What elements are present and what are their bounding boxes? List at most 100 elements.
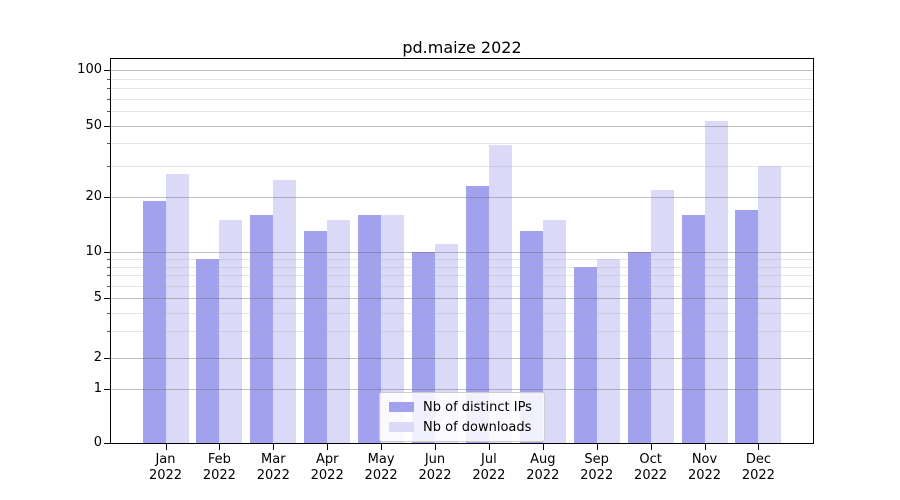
bar-downloads-jul xyxy=(488,145,512,443)
y-axis-tick-label: 10 xyxy=(85,243,102,259)
y-major-tick xyxy=(104,126,110,127)
bar-distinct-ips-nov xyxy=(681,214,705,443)
minor-gridline xyxy=(110,88,813,89)
x-tick-year: 2022 xyxy=(687,467,722,483)
bar-distinct-ips-sep xyxy=(573,266,597,443)
x-tick-month: Feb xyxy=(207,452,231,467)
x-tick-month: Jul xyxy=(481,452,497,467)
x-axis-tick-label: Feb 2022 xyxy=(189,452,249,483)
x-axis-tick-label: Sep 2022 xyxy=(567,452,627,483)
x-axis-tick-label: Mar 2022 xyxy=(243,452,303,483)
x-tick-year: 2022 xyxy=(580,467,614,483)
x-tick-year: 2022 xyxy=(472,467,506,483)
x-major-tick xyxy=(704,444,706,450)
bar-distinct-ips-feb xyxy=(196,258,220,443)
minor-gridline xyxy=(110,266,813,268)
major-gridline xyxy=(110,126,813,127)
y-major-tick xyxy=(104,70,110,71)
x-tick-year: 2022 xyxy=(310,467,344,483)
bar-downloads-sep xyxy=(596,258,620,443)
x-major-tick xyxy=(435,444,436,450)
minor-gridline xyxy=(110,275,813,277)
x-axis-tick-label: May 2022 xyxy=(351,452,411,483)
chart-title: pd.maize 2022 xyxy=(402,38,522,57)
x-tick-month: Aug xyxy=(530,452,556,467)
major-gridline xyxy=(110,70,813,71)
y-minor-tick xyxy=(106,266,110,268)
y-minor-tick xyxy=(106,88,110,89)
bar-downloads-feb xyxy=(219,219,243,443)
x-tick-year: 2022 xyxy=(256,467,290,483)
minor-gridline xyxy=(110,312,813,314)
minor-gridline xyxy=(110,78,813,80)
x-major-tick xyxy=(758,444,760,450)
x-axis-tick-label: Jun 2022 xyxy=(405,452,465,483)
y-major-tick xyxy=(104,251,110,253)
bar-downloads-aug xyxy=(542,219,566,443)
major-gridline xyxy=(110,358,813,359)
x-tick-year: 2022 xyxy=(202,467,236,483)
minor-gridline xyxy=(110,165,813,167)
y-minor-tick xyxy=(106,285,110,287)
y-major-tick xyxy=(104,443,110,444)
y-major-tick xyxy=(104,197,110,198)
major-gridline xyxy=(110,298,813,299)
y-minor-tick xyxy=(106,111,110,113)
x-major-tick xyxy=(327,444,329,450)
x-major-tick xyxy=(542,444,544,450)
minor-gridline xyxy=(110,98,813,100)
x-tick-year: 2022 xyxy=(526,467,560,483)
y-minor-tick xyxy=(106,312,110,314)
x-major-tick xyxy=(488,444,490,450)
x-axis-tick-label: Apr 2022 xyxy=(297,452,357,483)
y-minor-tick xyxy=(106,258,110,260)
x-tick-year: 2022 xyxy=(364,467,398,483)
legend-swatch-downloads xyxy=(389,422,414,432)
y-minor-tick xyxy=(106,143,110,145)
bar-downloads-apr xyxy=(327,219,351,443)
bar-distinct-ips-aug xyxy=(519,230,543,443)
y-major-tick xyxy=(104,298,110,299)
bar-downloads-mar xyxy=(273,179,297,443)
y-axis-tick-label: 50 xyxy=(85,118,102,133)
legend-item-distinct-ips: Nb of distinct IPs xyxy=(389,399,534,415)
y-minor-tick xyxy=(106,165,110,167)
legend-item-downloads: Nb of downloads xyxy=(389,419,534,435)
y-axis-tick-label: 20 xyxy=(85,189,102,204)
minor-gridline xyxy=(110,331,813,333)
bar-distinct-ips-oct xyxy=(627,251,651,443)
major-gridline xyxy=(110,251,813,253)
y-major-tick xyxy=(104,358,110,359)
y-axis-tick-label: 5 xyxy=(93,290,102,305)
y-axis-tick-label: 2 xyxy=(93,350,102,365)
x-major-tick xyxy=(219,444,221,450)
x-tick-month: Jan xyxy=(155,452,176,467)
bar-downloads-oct xyxy=(650,189,674,443)
bar-distinct-ips-mar xyxy=(250,214,274,443)
bar-distinct-ips-apr xyxy=(304,230,328,443)
y-minor-tick xyxy=(106,275,110,277)
x-major-tick xyxy=(381,444,383,450)
x-tick-month: Jun xyxy=(424,452,446,467)
major-gridline xyxy=(110,197,813,198)
x-tick-month: Apr xyxy=(315,452,339,467)
y-minor-tick xyxy=(106,331,110,333)
bar-downloads-jan xyxy=(165,173,189,443)
x-axis-tick-label: Aug 2022 xyxy=(513,452,573,483)
minor-gridline xyxy=(110,143,813,145)
bar-distinct-ips-may xyxy=(358,214,382,443)
bar-downloads-nov xyxy=(704,121,728,443)
x-major-tick xyxy=(273,444,275,450)
x-axis-tick-label: Jan 2022 xyxy=(136,452,196,483)
x-axis-tick-label: Jul 2022 xyxy=(459,452,519,483)
y-major-tick xyxy=(104,389,110,390)
x-tick-year: 2022 xyxy=(148,467,183,483)
legend: Nb of distinct IPs Nb of downloads xyxy=(379,392,545,442)
x-tick-month: May xyxy=(367,452,395,467)
x-tick-month: Oct xyxy=(639,452,662,467)
bar-distinct-ips-dec xyxy=(735,209,759,443)
major-gridline xyxy=(110,389,813,390)
x-axis-tick-label: Nov 2022 xyxy=(675,452,735,483)
x-major-tick xyxy=(650,444,652,450)
